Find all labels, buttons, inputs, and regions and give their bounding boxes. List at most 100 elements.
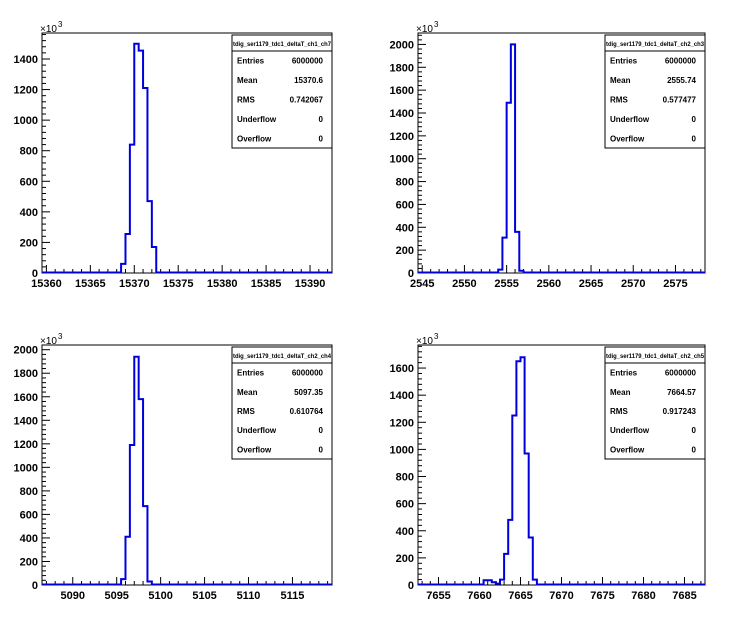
y-tick-label: 1800	[14, 368, 38, 380]
stats-row-value: 0	[692, 426, 697, 435]
stats-row-value: 0	[319, 134, 324, 143]
histogram-bin	[125, 234, 129, 273]
stats-row-value: 6000000	[292, 57, 324, 66]
y-tick-label: 0	[32, 268, 38, 280]
y-tick-label: 1000	[390, 154, 414, 166]
stats-box-title: tdig_ser1179_tdc1_deltaT_ch2_ch3	[606, 41, 705, 48]
y-tick-label: 400	[396, 526, 414, 538]
histogram-bin	[125, 537, 129, 585]
y-tick-label: 600	[20, 176, 38, 188]
histogram-bin	[516, 361, 520, 585]
stats-row-label: Overflow	[610, 445, 645, 454]
y-tick-label: 200	[20, 556, 38, 568]
stats-row-label: Underflow	[610, 115, 650, 124]
stats-row-label: Entries	[610, 57, 638, 66]
stats-box-frame	[604, 346, 706, 460]
x-tick-label: 5110	[237, 590, 261, 602]
y-multiplier-label: ×10	[40, 336, 57, 347]
x-tick-label: 2565	[579, 278, 603, 290]
y-tick-label: 1600	[390, 363, 414, 375]
histogram-bin	[519, 271, 523, 273]
y-multiplier-label: ×10	[40, 24, 57, 35]
y-tick-label: 800	[396, 472, 414, 484]
stats-row-value: 0.577477	[663, 96, 697, 105]
x-tick-label: 5105	[192, 590, 216, 602]
histogram-bin	[121, 264, 125, 273]
y-tick-label: 800	[20, 486, 38, 498]
y-tick-label: 1400	[390, 108, 414, 120]
histogram-bin	[484, 580, 488, 585]
histogram-panel-3: 0 200 400 600 800 1000 1200 1400 1600 1800 2000×10…	[14, 332, 333, 602]
x-tick-label: 7680	[631, 590, 655, 602]
x-tick-label: 15360	[31, 278, 62, 290]
y-tick-label: 200	[396, 553, 414, 565]
x-tick-label: 5100	[148, 590, 172, 602]
stats-row-label: Overflow	[237, 445, 272, 454]
histogram-line	[42, 42, 332, 274]
histogram-bin	[488, 580, 492, 585]
y-tick-label: 2000	[14, 345, 38, 357]
x-tick-label: 7675	[590, 590, 614, 602]
histogram-bin	[147, 201, 151, 273]
histogram-bin	[504, 554, 508, 585]
x-tick-label: 15365	[75, 278, 106, 290]
x-tick-label: 7670	[549, 590, 573, 602]
stats-box: tdig_ser1179_tdc1_deltaT_ch2_ch5 Entries 6…	[604, 346, 706, 460]
stats-box: tdig_ser1179_tdc1_deltaT_ch2_ch4 Entries 6…	[231, 346, 333, 460]
histogram-bin	[529, 538, 533, 585]
stats-row-value: 0	[692, 445, 697, 454]
x-tick-label: 2545	[410, 278, 434, 290]
x-tick-label: 2560	[537, 278, 561, 290]
y-tick-label: 1800	[390, 62, 414, 74]
x-tick-label: 7655	[426, 590, 450, 602]
histogram-bin	[508, 520, 512, 585]
stats-row-value: 6000000	[292, 369, 324, 378]
y-tick-label: 600	[396, 499, 414, 511]
stats-row-value: 0	[319, 445, 324, 454]
x-tick-label: 15385	[251, 278, 282, 290]
stats-row-label: Underflow	[237, 426, 277, 435]
stats-row-value: 5097.35	[294, 388, 323, 397]
histogram-bin	[521, 357, 525, 585]
y-multiplier-label: ×10	[416, 24, 433, 35]
stats-row-value: 0.917243	[663, 407, 697, 416]
stats-box: tdig_ser1179_tdc1_deltaT_ch1_ch7 Entries 6…	[231, 34, 333, 149]
y-multiplier-exponent: 3	[434, 332, 439, 341]
y-tick-label: 0	[408, 268, 414, 280]
stats-row-label: RMS	[237, 96, 255, 105]
histogram-bin	[134, 357, 138, 585]
stats-row-value: 2555.74	[667, 76, 696, 85]
histogram-bin	[507, 103, 511, 273]
histogram-bin	[502, 238, 506, 273]
stats-row-label: Entries	[237, 57, 265, 66]
y-tick-label: 1000	[390, 444, 414, 456]
y-tick-label: 400	[20, 533, 38, 545]
x-tick-label: 2550	[452, 278, 476, 290]
y-tick-label: 200	[396, 245, 414, 257]
y-tick-label: 800	[396, 177, 414, 189]
y-tick-label: 1400	[14, 54, 38, 66]
histogram-bin	[511, 44, 515, 273]
x-tick-label: 5095	[104, 590, 128, 602]
y-multiplier-label: ×10	[416, 336, 433, 347]
y-tick-label: 1400	[14, 415, 38, 427]
y-multiplier-exponent: 3	[58, 20, 63, 29]
histogram-bin	[533, 580, 537, 585]
stats-row-label: Mean	[610, 76, 631, 85]
histogram-panel-2: 0 200 400 600 800 1000 1200 1400 1600 1800 2000×10…	[390, 20, 706, 290]
stats-box-frame	[231, 34, 333, 149]
histogram-bin	[147, 581, 151, 585]
y-tick-label: 0	[32, 580, 38, 592]
stats-row-value: 15370.6	[294, 76, 323, 85]
histogram-bin	[498, 270, 502, 273]
stats-row-value: 0	[319, 426, 324, 435]
histogram-bin	[143, 506, 147, 585]
histogram-bin	[152, 247, 156, 273]
stats-row-label: Underflow	[610, 426, 650, 435]
histogram-bin	[134, 44, 138, 273]
y-tick-label: 1600	[14, 392, 38, 404]
stats-row-value: 0	[692, 134, 697, 143]
y-tick-label: 1200	[390, 131, 414, 143]
stats-row-value: 6000000	[665, 57, 697, 66]
